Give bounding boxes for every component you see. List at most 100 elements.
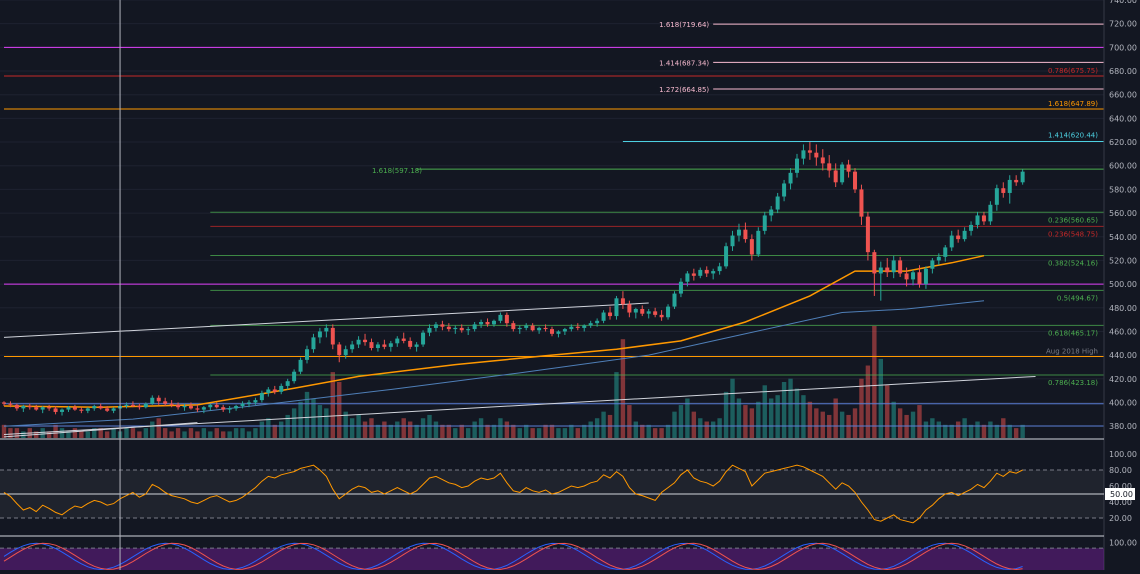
rsi-tick-label: 60.00 <box>1109 482 1132 491</box>
candle-body <box>53 408 58 412</box>
price-tick-label: 480.00 <box>1109 304 1137 313</box>
volume-bar <box>569 424 574 438</box>
volume-bar <box>807 401 813 438</box>
fib-extension-label: 1.618(719.64) <box>659 21 709 29</box>
candle-body <box>666 306 671 318</box>
volume-bar <box>730 378 735 438</box>
volume-bar <box>517 428 522 438</box>
volume-bar <box>704 421 709 438</box>
candle-body <box>369 342 374 349</box>
candle-body <box>833 170 838 183</box>
price-tick-label: 680.00 <box>1109 67 1137 76</box>
candle-body <box>382 344 387 347</box>
trendlines <box>3 302 1036 438</box>
stoch-tick-label: 100.00 <box>1109 539 1137 548</box>
price-tick-label: 380.00 <box>1109 422 1137 431</box>
candle-body <box>582 325 587 328</box>
volume-bar <box>685 398 690 438</box>
candle-body <box>640 308 645 314</box>
candle-body <box>92 406 97 409</box>
candle-body <box>988 204 993 222</box>
candle-body <box>853 171 858 190</box>
rsi-tick-label: 40.00 <box>1109 498 1132 507</box>
volume-bar <box>111 428 116 438</box>
candle-body <box>98 406 103 409</box>
volume-bar <box>640 424 645 438</box>
volume-bar <box>524 424 529 438</box>
candle-body <box>363 339 368 343</box>
fib-extension-label: 1.414(620.44) <box>1048 132 1098 140</box>
volume-bar <box>775 395 780 438</box>
volume-bar <box>85 431 91 438</box>
volume-bar <box>859 378 864 438</box>
candle-body <box>595 320 600 324</box>
volume-bar <box>769 398 774 438</box>
candle-body <box>182 406 187 408</box>
candle-body <box>201 407 206 410</box>
volume-bar <box>556 428 561 438</box>
candle-body <box>498 314 503 321</box>
candle-body <box>343 349 348 356</box>
fib-retracement-label: 0.382(524.16) <box>1048 260 1098 268</box>
candle-body <box>298 359 303 372</box>
price-tick-label: 560.00 <box>1109 209 1137 218</box>
candle-body <box>517 327 522 330</box>
candle-body <box>562 329 567 332</box>
volume-bar <box>156 418 161 438</box>
volume-bar <box>208 431 213 438</box>
volume-bar <box>788 378 793 438</box>
volume-bar <box>620 339 626 438</box>
candle-body <box>246 402 251 404</box>
volume-bar <box>672 411 677 438</box>
volume-bar <box>414 424 419 438</box>
volume-bar <box>891 401 896 438</box>
fib-retracement-label: 0.786(423.18) <box>1048 379 1098 387</box>
volume-bar <box>498 418 503 438</box>
volume-bar <box>930 418 935 438</box>
volume-bar <box>923 421 929 438</box>
candle-body <box>375 344 380 349</box>
candle-body <box>827 163 832 171</box>
volume-bar <box>781 382 787 438</box>
volume-bar <box>865 365 871 438</box>
candle-body <box>40 407 45 410</box>
volume-bar <box>743 405 748 438</box>
candle-body <box>105 408 110 411</box>
volume-bar <box>717 418 722 438</box>
candle-body <box>730 235 735 247</box>
candle-body <box>356 339 361 345</box>
volume-bar <box>259 421 265 438</box>
candle-body <box>653 311 658 315</box>
candle-body <box>292 371 297 382</box>
volume-bar <box>652 428 658 438</box>
volume-bar <box>614 372 619 438</box>
candle-body <box>691 273 696 276</box>
level-label: 1.618(647.89) <box>1048 100 1098 108</box>
volume-bar <box>137 431 142 438</box>
candle-body <box>350 344 355 350</box>
volume-bar <box>291 408 297 438</box>
volume-bar <box>549 424 555 438</box>
volume-bar <box>839 411 845 438</box>
candle-body <box>311 337 316 350</box>
candle-body <box>8 403 13 405</box>
candle-body <box>736 229 741 236</box>
candle-body <box>330 327 335 345</box>
volume-bar <box>1020 424 1025 438</box>
volume-bar <box>401 418 406 438</box>
volume-bar <box>21 431 26 438</box>
candle-body <box>872 252 877 274</box>
candle-body <box>421 332 426 345</box>
volume-bar <box>304 391 310 438</box>
candle-body <box>27 406 32 408</box>
volume-bar <box>343 411 348 438</box>
volume-bar <box>814 408 819 438</box>
volume-bar <box>337 382 342 438</box>
axis-background <box>1104 0 1140 570</box>
candle-body <box>756 230 761 255</box>
volume-bar <box>562 428 568 438</box>
volume-bar <box>253 428 258 438</box>
stoch-k-line <box>3 542 1023 571</box>
